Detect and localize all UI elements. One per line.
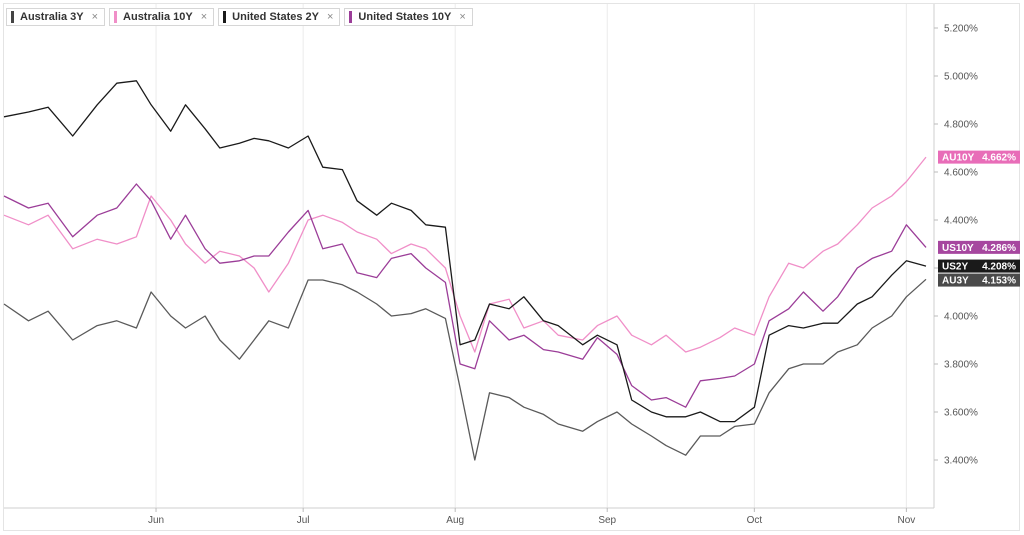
y-tick-label: 5.000% (944, 72, 978, 83)
series-line-united-states-10y (3, 183, 927, 408)
legend-swatch (11, 11, 14, 23)
y-tick-label: 4.400% (944, 216, 978, 227)
legend: Australia 3Y × Australia 10Y × United St… (6, 8, 473, 26)
value-tag-label: AU10Y (942, 153, 975, 164)
legend-label: Australia 3Y (20, 11, 84, 23)
value-tag-label: US10Y (942, 243, 974, 254)
legend-label: United States 10Y (358, 11, 452, 23)
chart-frame (3, 3, 1020, 531)
value-tag-bg (938, 273, 1020, 287)
series-line-australia-10y (3, 156, 927, 353)
x-tick-label: Nov (897, 515, 915, 526)
value-tag-au3y: AU3Y 4.153% (938, 273, 1020, 287)
y-tick-label: 4.000% (944, 312, 978, 323)
y-tick-label: 3.800% (944, 360, 978, 371)
legend-item-australia-10y[interactable]: Australia 10Y × (109, 8, 215, 26)
x-tick-label: Sep (598, 515, 616, 526)
value-tag-value: 4.153% (982, 276, 1016, 287)
y-tick-label: 4.600% (944, 168, 978, 179)
x-tick-label: Jun (148, 515, 164, 526)
y-tick-label: 3.400% (944, 456, 978, 467)
value-tag-value: 4.286% (982, 243, 1016, 254)
value-tag-value: 4.662% (982, 153, 1016, 164)
legend-item-united-states-2y[interactable]: United States 2Y × (218, 8, 341, 26)
y-tick-label: 5.200% (944, 24, 978, 35)
close-icon[interactable]: × (326, 11, 334, 23)
value-tag-label: US2Y (942, 262, 968, 273)
legend-swatch (114, 11, 118, 23)
series-line-australia-3y (3, 278, 927, 461)
x-tick-label: Oct (747, 515, 763, 526)
series-line-united-states-2y (3, 80, 927, 423)
y-axis: 3.400%3.600%3.800%4.000%4.200%4.400%4.60… (933, 4, 978, 508)
x-tick-label: Aug (446, 515, 464, 526)
legend-item-united-states-10y[interactable]: United States 10Y × (344, 8, 473, 26)
x-tick-label: Jul (297, 515, 310, 526)
y-tick-label: 3.600% (944, 408, 978, 419)
series-lines (3, 80, 927, 461)
grid-lines (155, 4, 907, 508)
value-tag-bg (938, 150, 1020, 164)
value-tag-us10y: US10Y 4.286% (938, 240, 1020, 254)
value-tags: AU10Y 4.662% US10Y 4.286% US2Y 4.208% AU3Y 4.15… (938, 150, 1020, 287)
close-icon[interactable]: × (91, 11, 99, 23)
value-tag-au10y: AU10Y 4.662% (938, 150, 1020, 164)
y-tick-label: 4.800% (944, 120, 978, 131)
value-tag-value: 4.208% (982, 262, 1016, 273)
close-icon[interactable]: × (459, 11, 466, 23)
value-tag-bg (938, 240, 1020, 254)
value-tag-us2y: US2Y 4.208% (938, 259, 1020, 273)
legend-label: Australia 10Y (123, 11, 193, 23)
legend-item-australia-3y[interactable]: Australia 3Y × (6, 8, 106, 26)
legend-swatch (349, 11, 353, 23)
value-tag-label: AU3Y (942, 276, 969, 287)
value-tag-bg (938, 259, 1020, 273)
legend-label: United States 2Y (232, 11, 319, 23)
x-axis: Jun Jul Aug Sep Oct Nov (4, 507, 934, 526)
legend-swatch (223, 11, 227, 23)
close-icon[interactable]: × (200, 11, 208, 23)
